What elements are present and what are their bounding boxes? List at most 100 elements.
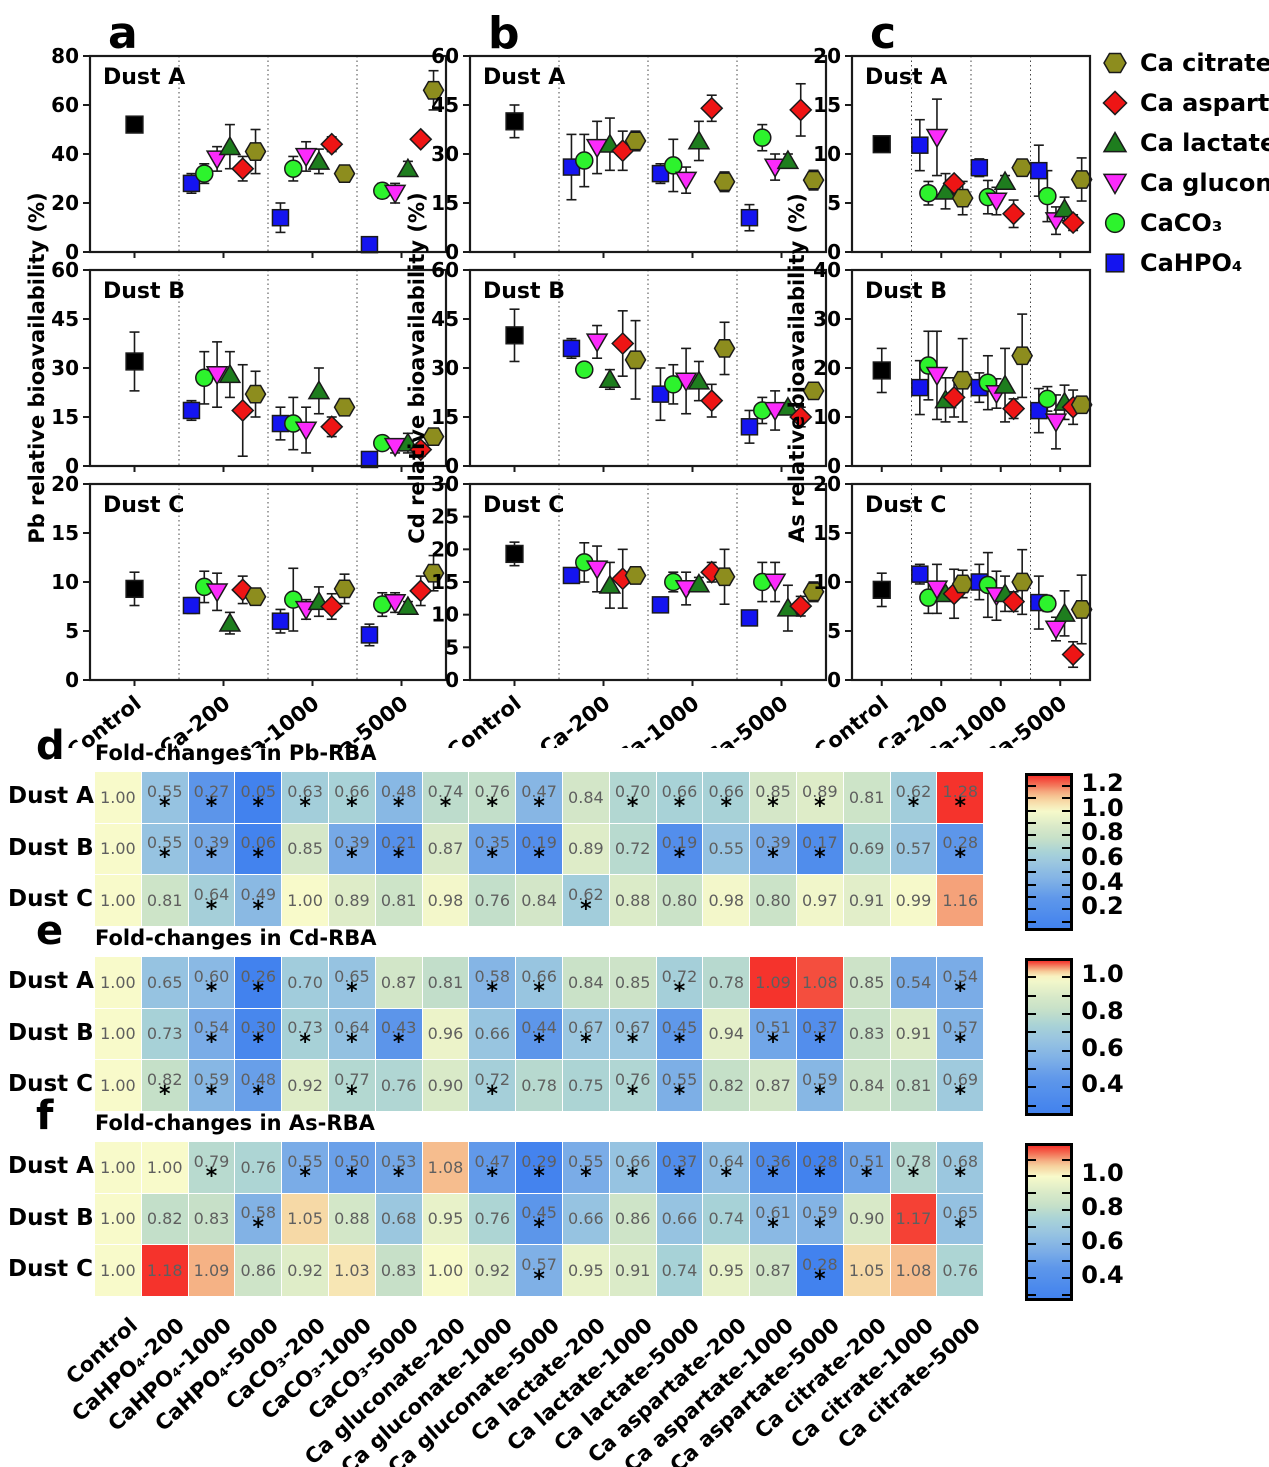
heatmap-cell: 0.66: [469, 1008, 516, 1059]
heatmap-cell: 0.54 *: [188, 1008, 235, 1059]
significance-asterisk: *: [346, 1081, 358, 1107]
significance-asterisk: *: [626, 1163, 639, 1189]
significance-asterisk: *: [954, 845, 966, 871]
heatmap-title: Fold-changes in As-RBA: [95, 1111, 375, 1135]
legend-item: Ca citrate: [1098, 46, 1269, 80]
significance-asterisk: *: [392, 1030, 405, 1056]
hexagon-icon: [1103, 52, 1127, 74]
svg-text:5: 5: [65, 619, 79, 643]
significance-asterisk: *: [720, 1163, 733, 1189]
heatmap-cell: 0.84: [843, 1060, 890, 1111]
significance-asterisk: *: [673, 793, 686, 819]
heatmap-cell: 0.45 *: [656, 1008, 703, 1059]
subpanel-title: Dust A: [865, 65, 947, 90]
y-axis-label: Pb relative bioavailability (%): [26, 192, 49, 543]
svg-text:30: 30: [813, 307, 841, 331]
heatmap-cell: 1.08: [422, 1142, 469, 1193]
svg-text:10: 10: [51, 570, 79, 594]
significance-asterisk: *: [533, 1215, 545, 1241]
significance-asterisk: *: [252, 1030, 265, 1056]
colorbar-d: [1025, 773, 1074, 931]
heatmap-cell: 0.72 *: [469, 1060, 516, 1111]
significance-asterisk: *: [158, 793, 171, 819]
svg-text:20: 20: [813, 356, 841, 380]
heatmap-cell: 0.88: [609, 875, 656, 926]
heatmap-cell: 0.81: [890, 1060, 937, 1111]
heatmap-cell: 0.35 *: [469, 823, 516, 874]
heatmap-cell: 0.75: [562, 1060, 609, 1111]
heatmap-cell: 0.29 *: [516, 1142, 562, 1193]
scatter-panel-a: aPb relative bioavailability (%) 02040608…: [26, 8, 448, 748]
colorbar-tick-label: 0.6: [1081, 1033, 1124, 1062]
heatmap-cell: 0.57 *: [516, 1245, 562, 1296]
heatmap-cell: 0.39 *: [188, 823, 235, 874]
y-axis-label: Cd relative bioavailability (%): [406, 192, 429, 543]
svg-text:15: 15: [813, 93, 841, 117]
svg-text:45: 45: [51, 307, 79, 331]
heatmap-cell: 1.00: [95, 772, 141, 823]
heatmap-cell: 0.74: [703, 1193, 750, 1244]
heatmap-cell: 0.95: [562, 1245, 609, 1296]
heatmap-cell: 0.85: [282, 823, 328, 874]
significance-asterisk: *: [626, 793, 639, 819]
legend-label: Ca gluconate: [1140, 169, 1269, 197]
significance-asterisk: *: [392, 1163, 405, 1189]
significance-asterisk: *: [767, 793, 779, 819]
heatmap-cell: 0.58 *: [235, 1193, 282, 1244]
heatmap-cell: 0.66 *: [656, 772, 703, 823]
heatmap-cell: 0.94: [703, 1008, 750, 1059]
svg-text:80: 80: [51, 44, 79, 68]
heatmap-cell: 0.55 *: [141, 772, 188, 823]
legend-label: CaHPO₄: [1140, 249, 1243, 277]
significance-asterisk: *: [673, 1163, 686, 1189]
heatmap-cell: 0.78: [516, 1060, 562, 1111]
heatmap-cell: 0.90: [422, 1060, 469, 1111]
svg-text:15: 15: [431, 570, 459, 594]
heatmap-cell: 0.76 *: [609, 1060, 656, 1111]
y-axis-label: As relative bioavailability (%): [786, 193, 809, 543]
heatmap-cell: 0.06 *: [235, 823, 282, 874]
heatmap-cell: 1.00: [141, 1142, 188, 1193]
svg-text:40: 40: [51, 142, 79, 166]
heatmap-cell: 0.90: [843, 1193, 890, 1244]
scatter-panel-c: c As relative bioavailability (%) 0 5 10 15 20…: [786, 8, 1093, 748]
panel-letter-e: e: [36, 908, 64, 954]
svg-text:10: 10: [813, 405, 841, 429]
significance-asterisk: *: [252, 896, 265, 922]
heatmap-cell: 0.58 *: [469, 957, 516, 1008]
significance-asterisk: *: [626, 1081, 639, 1107]
heatmap-cell: 1.03: [328, 1245, 375, 1296]
heatmap-cell: 0.55 *: [141, 823, 188, 874]
heatmap-cell: 0.44 *: [516, 1008, 562, 1059]
heatmap-cell: 0.70 *: [609, 772, 656, 823]
svg-text:60: 60: [431, 258, 459, 282]
heatmap-cell: 0.65 *: [328, 957, 375, 1008]
heatmap-title: Fold-changes in Pb-RBA: [95, 741, 377, 765]
heatmap-cell: 0.97: [796, 875, 843, 926]
heatmap-cell: 0.26 *: [235, 957, 282, 1008]
colorbar-tick-label: 0.8: [1081, 1193, 1124, 1222]
heatmap-cell: 0.95: [703, 1245, 750, 1296]
heatmap-cell: 0.82: [141, 1193, 188, 1244]
triangle-up-icon: [1102, 131, 1128, 153]
svg-text:15: 15: [51, 405, 79, 429]
scatter-x-label: Ca-5000: [702, 691, 793, 748]
heatmap-cell: 0.66: [562, 1193, 609, 1244]
heatmap-cell: 0.59 *: [188, 1060, 235, 1111]
significance-asterisk: *: [252, 1081, 265, 1107]
heatmap-cell: 0.74 *: [422, 772, 469, 823]
panel-letter-a: a: [108, 8, 138, 59]
significance-asterisk: *: [673, 1030, 686, 1056]
heatmap-cell: 1.28 *: [937, 772, 984, 823]
heatmap-cell: 0.87: [375, 957, 422, 1008]
significance-asterisk: *: [814, 1215, 826, 1241]
legend-label: Ca citrate: [1140, 49, 1269, 77]
svg-text:30: 30: [51, 356, 79, 380]
subpanel-title: Dust B: [483, 279, 565, 304]
heatmap-row-label: Dust C: [8, 1256, 94, 1283]
svg-text:20: 20: [431, 537, 459, 561]
significance-asterisk: *: [533, 1266, 545, 1292]
heatmap-cell: 0.91: [890, 1008, 937, 1059]
heatmap-cell: 0.89: [562, 823, 609, 874]
heatmap-grid-d: 1.00 0.55 * 0.27 * 0.05 * 0.63 * 0.66 * 0.48 * 0.74 * 0…: [95, 772, 984, 926]
